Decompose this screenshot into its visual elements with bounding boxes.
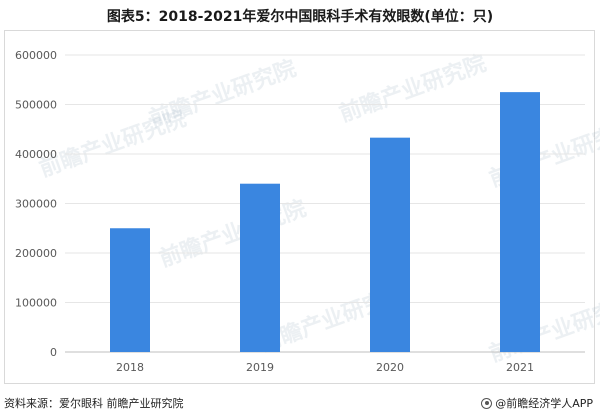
y-tick-label: 500000 bbox=[15, 99, 57, 112]
brand: @前瞻经济学人APP bbox=[481, 395, 593, 411]
bar bbox=[240, 183, 280, 352]
bar bbox=[500, 92, 540, 352]
source-note: 资料来源：爱尔眼科 前瞻产业研究院 bbox=[4, 397, 184, 410]
x-tick-label: 2021 bbox=[506, 361, 534, 374]
y-tick-label: 400000 bbox=[15, 148, 57, 161]
y-tick-label: 0 bbox=[50, 346, 57, 359]
footer: 资料来源：爱尔眼科 前瞻产业研究院 @前瞻经济学人APP bbox=[4, 393, 593, 413]
chart-frame: 前瞻产业研究院 前瞻产业研究院 前瞻产业研究院 前瞻产业研究院 前瞻产业研究院 … bbox=[4, 30, 600, 384]
y-tick-label: 600000 bbox=[15, 49, 57, 62]
bar bbox=[370, 137, 410, 352]
brand-logo-icon bbox=[481, 397, 493, 409]
y-tick-label: 100000 bbox=[15, 297, 57, 310]
chart-title: 图表5：2018-2021年爱尔中国眼科手术有效眼数(单位：只) bbox=[106, 9, 494, 25]
x-tick-label: 2018 bbox=[116, 361, 144, 374]
x-tick-label: 2019 bbox=[246, 361, 274, 374]
bar bbox=[110, 228, 150, 352]
brand-label: @前瞻经济学人APP bbox=[495, 397, 593, 410]
y-tick-label: 200000 bbox=[15, 247, 57, 260]
y-tick-label: 300000 bbox=[15, 198, 57, 211]
x-tick-label: 2020 bbox=[376, 361, 404, 374]
